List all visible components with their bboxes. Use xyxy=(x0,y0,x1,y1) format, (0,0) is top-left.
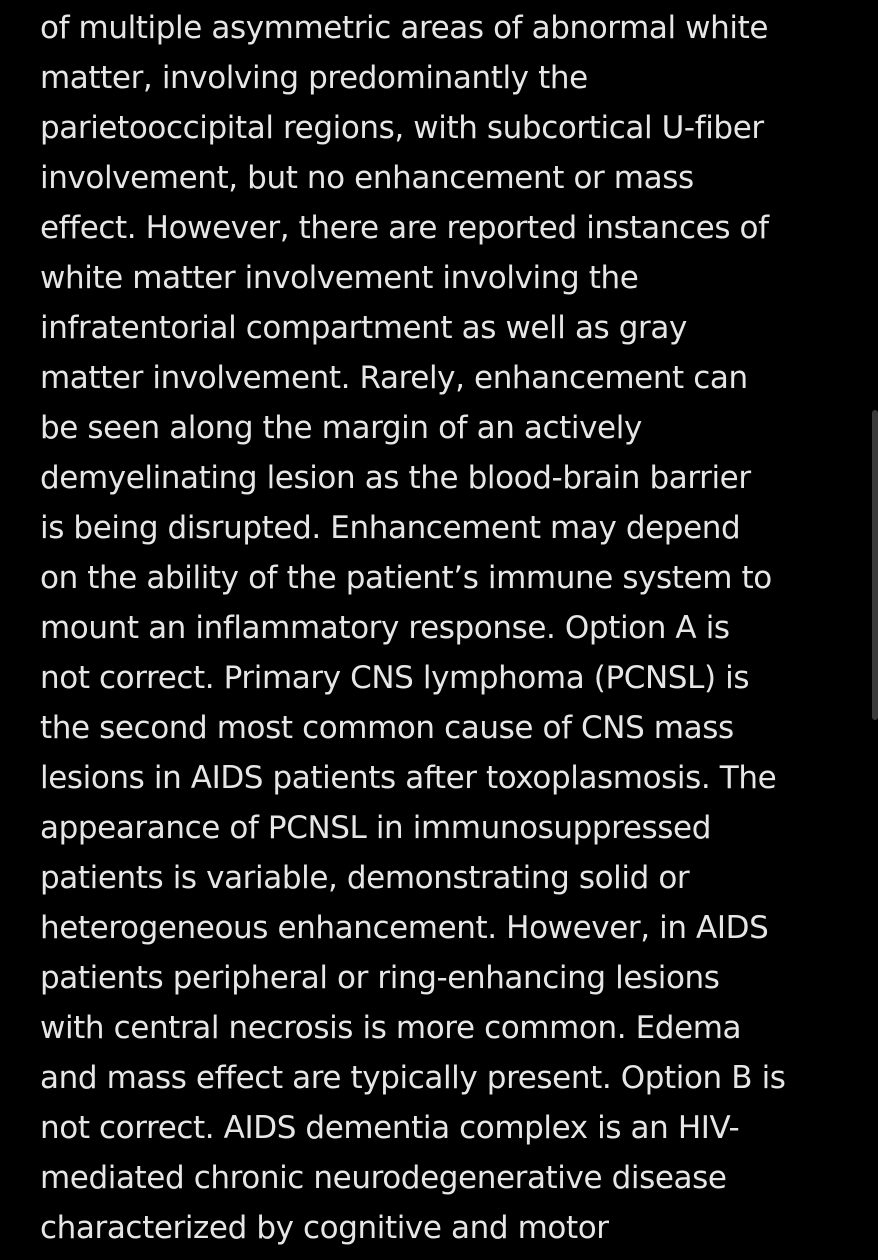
text-line: effect. However, there are reported inst… xyxy=(40,210,769,246)
text-line: parietooccipital regions, with subcortic… xyxy=(40,110,764,146)
scrollbar-thumb[interactable] xyxy=(872,410,878,720)
text-line: involvement, but no enhancement or mass xyxy=(40,160,694,196)
text-line: appearance of PCNSL in immunosuppressed xyxy=(40,810,711,846)
text-line: demyelinating lesion as the blood-brain … xyxy=(40,460,751,496)
text-line: matter involvement. Rarely, enhancement … xyxy=(40,360,748,396)
scrollbar[interactable] xyxy=(870,0,878,1260)
text-line: patients is variable, demonstrating soli… xyxy=(40,860,690,896)
text-line: not correct. AIDS dementia complex is an… xyxy=(40,1110,740,1146)
text-line: lesions in AIDS patients after toxoplasm… xyxy=(40,760,777,796)
text-line: matter, involving predominantly the xyxy=(40,60,588,96)
text-line: mediated chronic neurodegenerative disea… xyxy=(40,1160,727,1196)
text-line: be seen along the margin of an actively xyxy=(40,410,642,446)
text-line: mount an inflammatory response. Option A… xyxy=(40,610,730,646)
text-line: on the ability of the patient’s immune s… xyxy=(40,560,772,596)
text-line: and mass effect are typically present. O… xyxy=(40,1060,786,1096)
text-line: patients peripheral or ring-enhancing le… xyxy=(40,960,720,996)
article-body: of multiple asymmetric areas of abnormal… xyxy=(40,3,860,1253)
text-line: characterized by cognitive and motor xyxy=(40,1210,609,1246)
text-line: heterogeneous enhancement. However, in A… xyxy=(40,910,769,946)
text-line: the second most common cause of CNS mass xyxy=(40,710,734,746)
text-line: is being disrupted. Enhancement may depe… xyxy=(40,510,741,546)
text-line: not correct. Primary CNS lymphoma (PCNSL… xyxy=(40,660,750,696)
text-line: white matter involvement involving the xyxy=(40,260,639,296)
text-line: of multiple asymmetric areas of abnormal… xyxy=(40,10,769,46)
text-line: infratentorial compartment as well as gr… xyxy=(40,310,687,346)
text-line: with central necrosis is more common. Ed… xyxy=(40,1010,742,1046)
